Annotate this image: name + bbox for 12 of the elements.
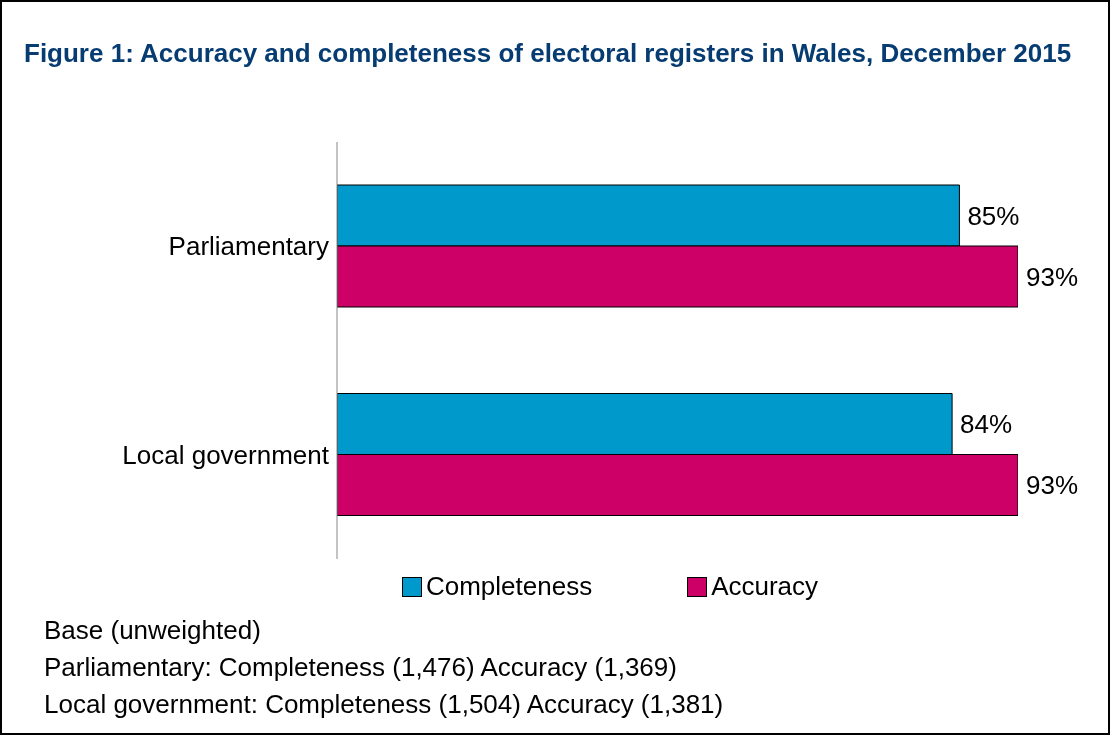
legend-label: Accuracy xyxy=(711,571,819,602)
text: Base (unweighted) xyxy=(44,614,262,647)
y-tick-label: Parliamentary xyxy=(168,231,329,262)
y-tick-label: Local government xyxy=(122,439,330,470)
text: Parliamentary: Completeness (1,476) Accuracy (1,369) xyxy=(44,651,678,684)
chart-title: Figure 1: Accuracy and completeness of electoral registers in Wales, December 2015 xyxy=(24,37,1073,70)
legend-label: Completeness xyxy=(425,571,593,602)
data-label: 85% xyxy=(967,200,1020,231)
data-label: 84% xyxy=(960,409,1013,440)
text: Local government: Completeness (1,504) Accuracy (1,381) xyxy=(44,688,724,721)
data-label: 93% xyxy=(1026,261,1079,292)
data-label: 93% xyxy=(1026,470,1079,501)
